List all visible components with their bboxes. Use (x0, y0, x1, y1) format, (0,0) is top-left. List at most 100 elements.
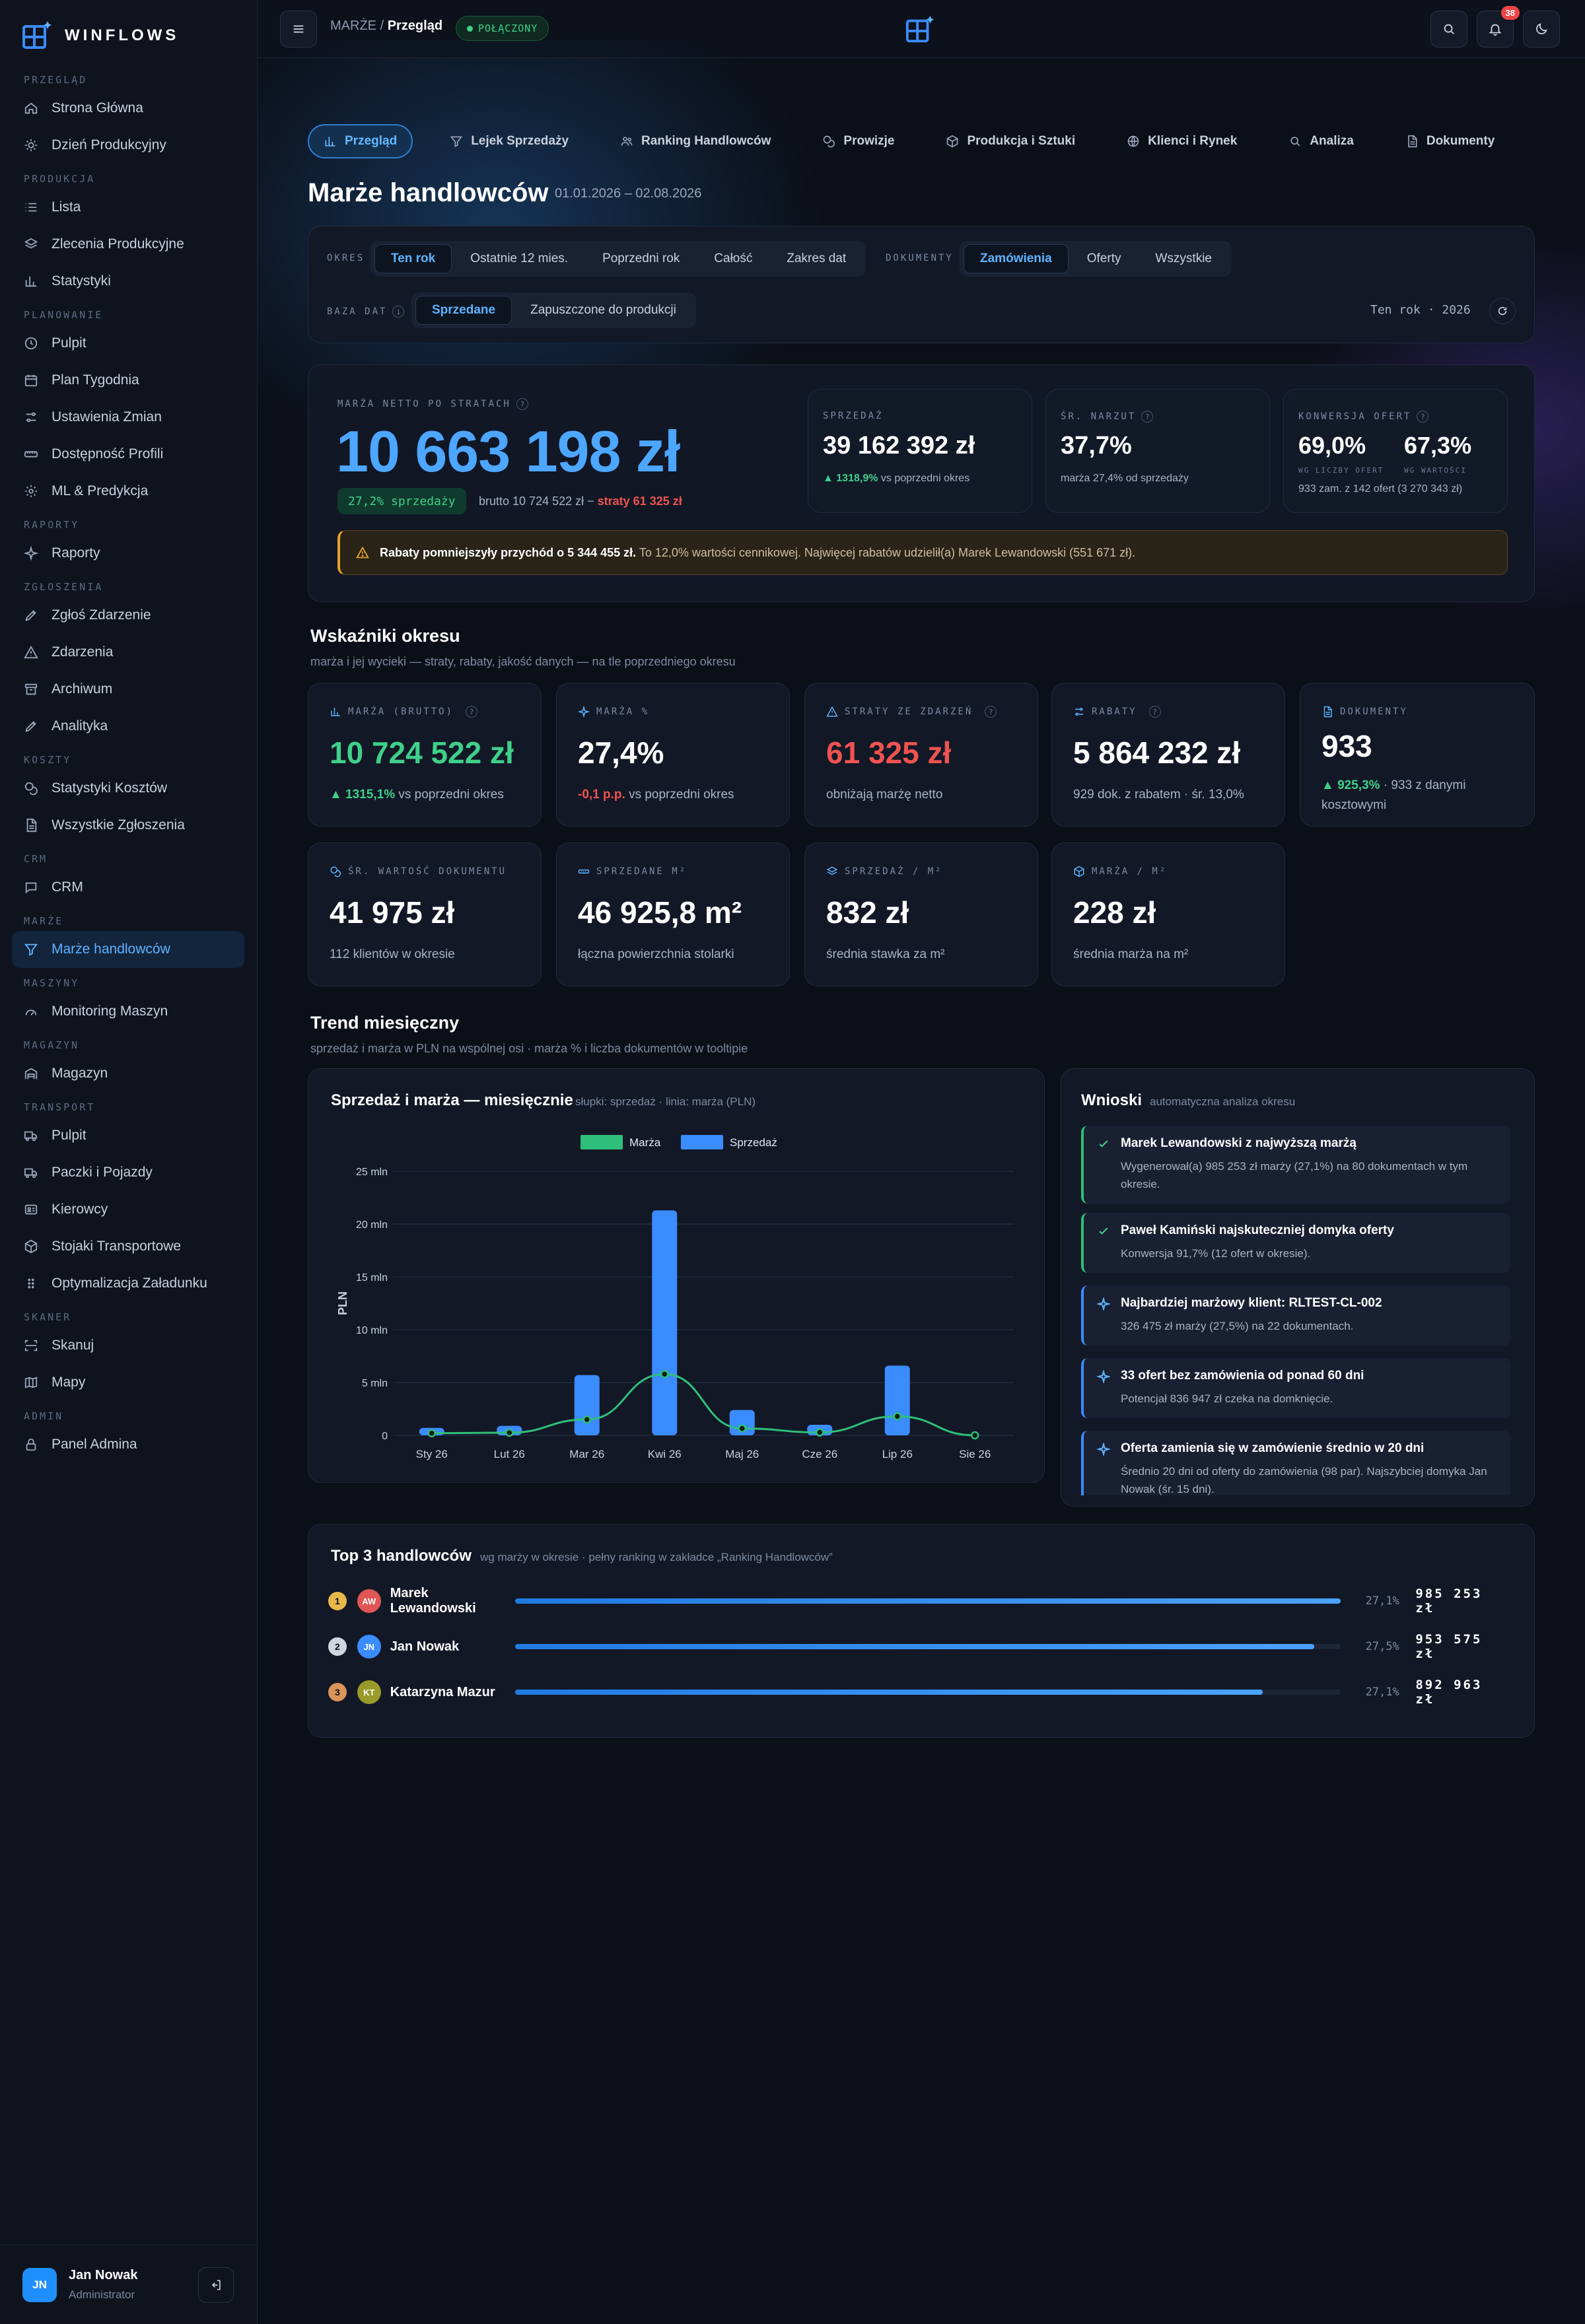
sidebar-item-paczki-i-pojazdy[interactable]: Paczki i Pojazdy (12, 1154, 244, 1191)
nav-section-koszty: KOSZTY (24, 754, 72, 766)
sidebar-item-optymalizacja-zaladunku[interactable]: Optymalizacja Załadunku (12, 1265, 244, 1302)
sidebar-item-statystyki-kosztow[interactable]: Statystyki Kosztów (12, 770, 244, 807)
hero-label-text: MARŻA NETTO PO STRATACH (337, 399, 511, 409)
option-calosc[interactable]: Całość (714, 252, 753, 265)
wnioski-list[interactable]: Marek Lewandowski z najwyższą marżą Wygen… (1061, 1126, 1535, 1495)
option-zakres-dat[interactable]: Zakres dat (787, 252, 847, 265)
tab-klienci-i-rynek[interactable]: Klienci i Rynek (1112, 124, 1251, 158)
help-icon[interactable]: ? (985, 706, 997, 718)
menu-toggle-button[interactable] (280, 11, 317, 48)
sidebar-item-ml-predykcja[interactable]: ML & Predykcja (12, 473, 244, 510)
avatar[interactable]: JN (22, 2267, 57, 2302)
chart-hint: słupki: sprzedaż · linia: marża (PLN) (575, 1095, 756, 1108)
sidebar-item-lista[interactable]: Lista (12, 189, 244, 226)
insight-item[interactable]: Paweł Kamiński najskuteczniej domyka ofe… (1081, 1213, 1510, 1273)
insight-item[interactable]: 33 ofert bez zamówienia od ponad 60 dni P… (1081, 1358, 1510, 1418)
help-icon[interactable]: ? (516, 398, 528, 410)
sidebar-item-strona-glowna[interactable]: Strona Główna (12, 90, 244, 127)
metric-note-line: średnia stawka za m² (826, 945, 1016, 965)
help-icon[interactable]: ? (466, 706, 478, 718)
sidebar-item-zlecenia-produkcyjne[interactable]: Zlecenia Produkcyjne (12, 226, 244, 263)
tab-prowizje[interactable]: Prowizje (808, 124, 909, 158)
ranking-row[interactable]: 2 JN Jan Nowak 27,5% 953 575 zł (328, 1632, 1510, 1661)
tab-lejek-sprzedazy[interactable]: Lejek Sprzedaży (435, 124, 583, 158)
sidebar-item-kierowcy[interactable]: Kierowcy (12, 1191, 244, 1228)
tab-label: Produkcja i Sztuki (967, 134, 1076, 148)
sidebar-item-monitoring-maszyn[interactable]: Monitoring Maszyn (12, 993, 244, 1030)
sidebar-item-label: Marże handlowców (52, 941, 170, 957)
sidebar-item-plan-tygodnia[interactable]: Plan Tygodnia (12, 362, 244, 399)
metric-label-text: STRATY ZE ZDARZEŃ (845, 706, 973, 717)
calendar-icon (24, 374, 38, 387)
ranking-row[interactable]: 3 KT Katarzyna Mazur 27,1% 892 963 zł (328, 1678, 1510, 1707)
konwersja-label: KONWERSJA OFERT? (1298, 411, 1429, 423)
sidebar-item-mapy[interactable]: Mapy (12, 1364, 244, 1401)
sidebar-item-archiwum[interactable]: Archiwum (12, 671, 244, 708)
app-logo[interactable]: WINFLOWS (21, 20, 179, 51)
top3-card: Top 3 handlowców wg marży w okresie · pe… (308, 1524, 1535, 1738)
tab-ranking-handlowcow[interactable]: Ranking Handlowców (606, 124, 785, 158)
insight-desc: Konwersja 91,7% (12 ofert w okresie). (1121, 1247, 1311, 1260)
coins-icon (330, 866, 341, 877)
option-sprzedane[interactable]: Sprzedane (415, 296, 512, 325)
help-icon[interactable]: ? (1148, 706, 1161, 718)
y-tick-label: 5 mln (362, 1378, 388, 1389)
option-poprzedni-rok[interactable]: Poprzedni rok (602, 252, 680, 265)
tab-analiza[interactable]: Analiza (1274, 124, 1368, 158)
option-oferty[interactable]: Oferty (1086, 252, 1121, 265)
insight-item[interactable]: Marek Lewandowski z najwyższą marżą Wygen… (1081, 1126, 1510, 1204)
sidebar-item-label: Magazyn (52, 1066, 108, 1081)
sidebar-item-statystyki[interactable]: Statystyki (12, 263, 244, 300)
sidebar-item-wszystkie-zgloszenia[interactable]: Wszystkie Zgłoszenia (12, 807, 244, 844)
search-button[interactable] (1430, 11, 1467, 48)
info-icon[interactable]: i (392, 306, 405, 318)
insight-title: 33 ofert bez zamówienia od ponad 60 dni (1121, 1369, 1364, 1383)
dokumenty-label: DOKUMENTY (886, 253, 954, 263)
help-icon[interactable]: ? (1141, 411, 1154, 423)
option-zapuszczone-do-produkcji[interactable]: Zapuszczone do produkcji (530, 303, 676, 317)
refresh-button[interactable] (1489, 298, 1516, 324)
sidebar-item-zdarzenia[interactable]: Zdarzenia (12, 634, 244, 671)
sidebar-item-pulpit[interactable]: Pulpit (12, 1117, 244, 1154)
user-name: Jan Nowak (69, 2268, 138, 2282)
insight-item[interactable]: Najbardziej marżowy klient: RLTEST-CL-00… (1081, 1285, 1510, 1346)
alert-bold: Rabaty pomniejszyły przychód o 5 344 455… (380, 545, 637, 559)
sidebar-item-ustawienia-zmian[interactable]: Ustawienia Zmian (12, 399, 244, 436)
sidebar-item-dostepnosc-profili[interactable]: Dostępność Profili (12, 436, 244, 473)
sidebar-item-skanuj[interactable]: Skanuj (12, 1327, 244, 1364)
help-icon[interactable]: ? (1417, 411, 1429, 423)
metric-card-sr-wartosc-dokumentu: ŚR. WARTOŚĆ DOKUMENTU 41 975 zł 112 klient… (308, 842, 542, 986)
sliders-icon (1075, 708, 1083, 716)
sidebar-item-pulpit[interactable]: Pulpit (12, 325, 244, 362)
salesperson-name: Katarzyna Mazur (390, 1684, 495, 1699)
sidebar-item-label: Stojaki Transportowe (52, 1239, 182, 1254)
option-zamowienia[interactable]: Zamówienia (964, 244, 1069, 273)
sidebar-item-stojaki-transportowe[interactable]: Stojaki Transportowe (12, 1228, 244, 1265)
sidebar-item-panel-admina[interactable]: Panel Admina (12, 1426, 244, 1463)
sidebar-item-dzien-produkcyjny[interactable]: Dzień Produkcyjny (12, 127, 244, 164)
logout-button[interactable] (198, 2267, 234, 2303)
option-ten-rok[interactable]: Ten rok (374, 244, 452, 273)
sidebar-item-analityka[interactable]: Analityka (12, 708, 244, 745)
breadcrumb-parent[interactable]: MARŻE (330, 18, 376, 33)
theme-toggle-button[interactable] (1523, 11, 1560, 48)
hero-value: 10 663 198 zł (336, 419, 680, 484)
tab-produkcja-i-sztuki[interactable]: Produkcja i Sztuki (931, 124, 1090, 158)
ranking-row[interactable]: 1 AW Marek Lewandowski 27,1% 985 253 zł (328, 1586, 1510, 1616)
insight-title: Najbardziej marżowy klient: RLTEST-CL-00… (1121, 1296, 1382, 1310)
notifications-button[interactable]: 38 (1477, 6, 1520, 48)
sidebar-item-crm[interactable]: CRM (12, 869, 244, 906)
margin-share-fill (514, 1598, 1341, 1604)
sidebar-item-raporty[interactable]: Raporty (12, 535, 244, 572)
sidebar-item-magazyn[interactable]: Magazyn (12, 1055, 244, 1092)
sidebar-item-zglos-zdarzenie[interactable]: Zgłoś Zdarzenie (12, 597, 244, 634)
option-wszystkie[interactable]: Wszystkie (1155, 252, 1212, 265)
tab-przeglad[interactable]: Przegląd (308, 124, 413, 158)
breadcrumb-current: Przegląd (387, 18, 443, 33)
x-tick-label: Sie 26 (959, 1448, 991, 1460)
option-ostatnie-12-mies[interactable]: Ostatnie 12 mies. (470, 252, 569, 265)
tab-dokumenty[interactable]: Dokumenty (1391, 124, 1509, 158)
sidebar-item-label: Monitoring Maszyn (52, 1004, 168, 1019)
insight-item[interactable]: Oferta zamienia się w zamówienie średnio… (1081, 1431, 1510, 1495)
sidebar-item-marze-handlowcow[interactable]: Marże handlowców (12, 931, 244, 968)
